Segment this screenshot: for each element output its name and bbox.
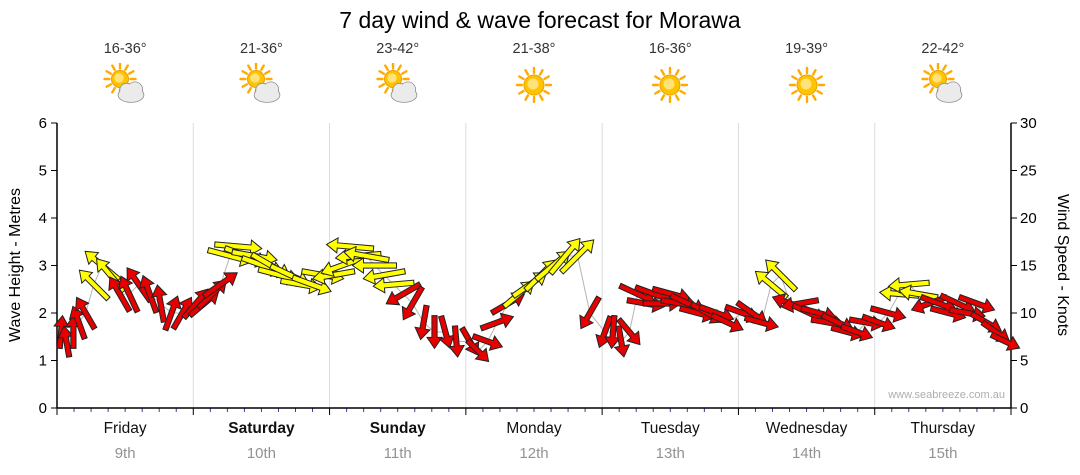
wind-arrow [214, 239, 263, 256]
wind-arrow [579, 295, 602, 330]
wind-arrow [362, 268, 407, 286]
sun-cloud-icon [376, 63, 418, 103]
wind-arrow [414, 304, 431, 341]
left-axis-tick-label: 3 [39, 258, 47, 275]
wind-arrow [471, 333, 504, 351]
wind-arrow [448, 325, 466, 358]
wind-arrow [118, 275, 141, 314]
sun-cloud-icon [921, 63, 963, 103]
left-axis-tick-label: 2 [39, 305, 47, 322]
left-axis-label: Wave Height - Metres [7, 187, 24, 343]
left-axis-tick-label: 0 [39, 400, 47, 417]
right-axis-tick-label: 20 [1020, 210, 1037, 227]
sun-icon [652, 66, 689, 104]
right-axis-tick-label: 5 [1020, 353, 1028, 370]
left-axis-tick-label: 1 [39, 353, 47, 370]
right-axis-tick-label: 25 [1020, 163, 1037, 180]
wind-arrow [201, 272, 238, 300]
wind-arrow [151, 284, 168, 324]
wind-arrow [57, 325, 75, 358]
left-axis-tick-label: 4 [39, 210, 47, 227]
wind-arrow [887, 276, 930, 294]
wind-arrow [604, 314, 621, 350]
wind-arrow [78, 269, 111, 302]
wind-arrow [710, 312, 744, 333]
sun-cloud-icon [103, 63, 145, 103]
wind-arrow [385, 281, 423, 306]
sun-cloud-icon [239, 63, 281, 103]
wind-arrow [765, 259, 799, 293]
wind-arrow [989, 331, 1021, 351]
wind-arrow [162, 295, 182, 332]
wind-arrow [743, 314, 780, 333]
wind-arrow [68, 305, 88, 341]
wind-arrow [372, 276, 415, 294]
wind-arrow [613, 325, 631, 358]
right-axis-tick-label: 10 [1020, 305, 1037, 322]
wind-arrow [343, 245, 390, 264]
wind-arrow [325, 237, 375, 254]
wind-arrow [957, 293, 996, 314]
wind-arrow [869, 305, 907, 323]
wind-arrow [438, 314, 455, 349]
wind-arrow [426, 315, 443, 350]
right-axis-tick-label: 0 [1020, 400, 1028, 417]
watermark: www.seabreeze.com.au [888, 389, 1005, 401]
sun-icon [788, 66, 825, 104]
wind-arrow [291, 274, 332, 296]
wind-arrow [401, 285, 426, 321]
wind-arrow [616, 317, 641, 346]
wind-arrow [898, 284, 939, 301]
left-axis-tick-label: 6 [39, 115, 47, 132]
wind-arrow [547, 237, 581, 276]
wind-arrow [108, 276, 133, 313]
wind-arrow [479, 312, 515, 332]
right-axis-tick-label: 30 [1020, 115, 1037, 132]
wind-arrow [558, 239, 595, 275]
right-axis-tick-label: 15 [1020, 258, 1037, 275]
wind-arrow [138, 274, 160, 314]
page-title: 7 day wind & wave forecast for Morawa [339, 7, 741, 33]
right-axis-label: Wind Speed - Knots [1054, 193, 1071, 337]
wind-arrow [465, 337, 490, 363]
wind-arrow [840, 323, 874, 342]
sun-icon [515, 66, 553, 104]
wind-arrow [754, 270, 790, 301]
wind-arrow [351, 257, 397, 274]
wind-arrow [75, 296, 98, 331]
wind-arrow [861, 313, 896, 333]
left-axis-tick-label: 5 [39, 163, 47, 180]
